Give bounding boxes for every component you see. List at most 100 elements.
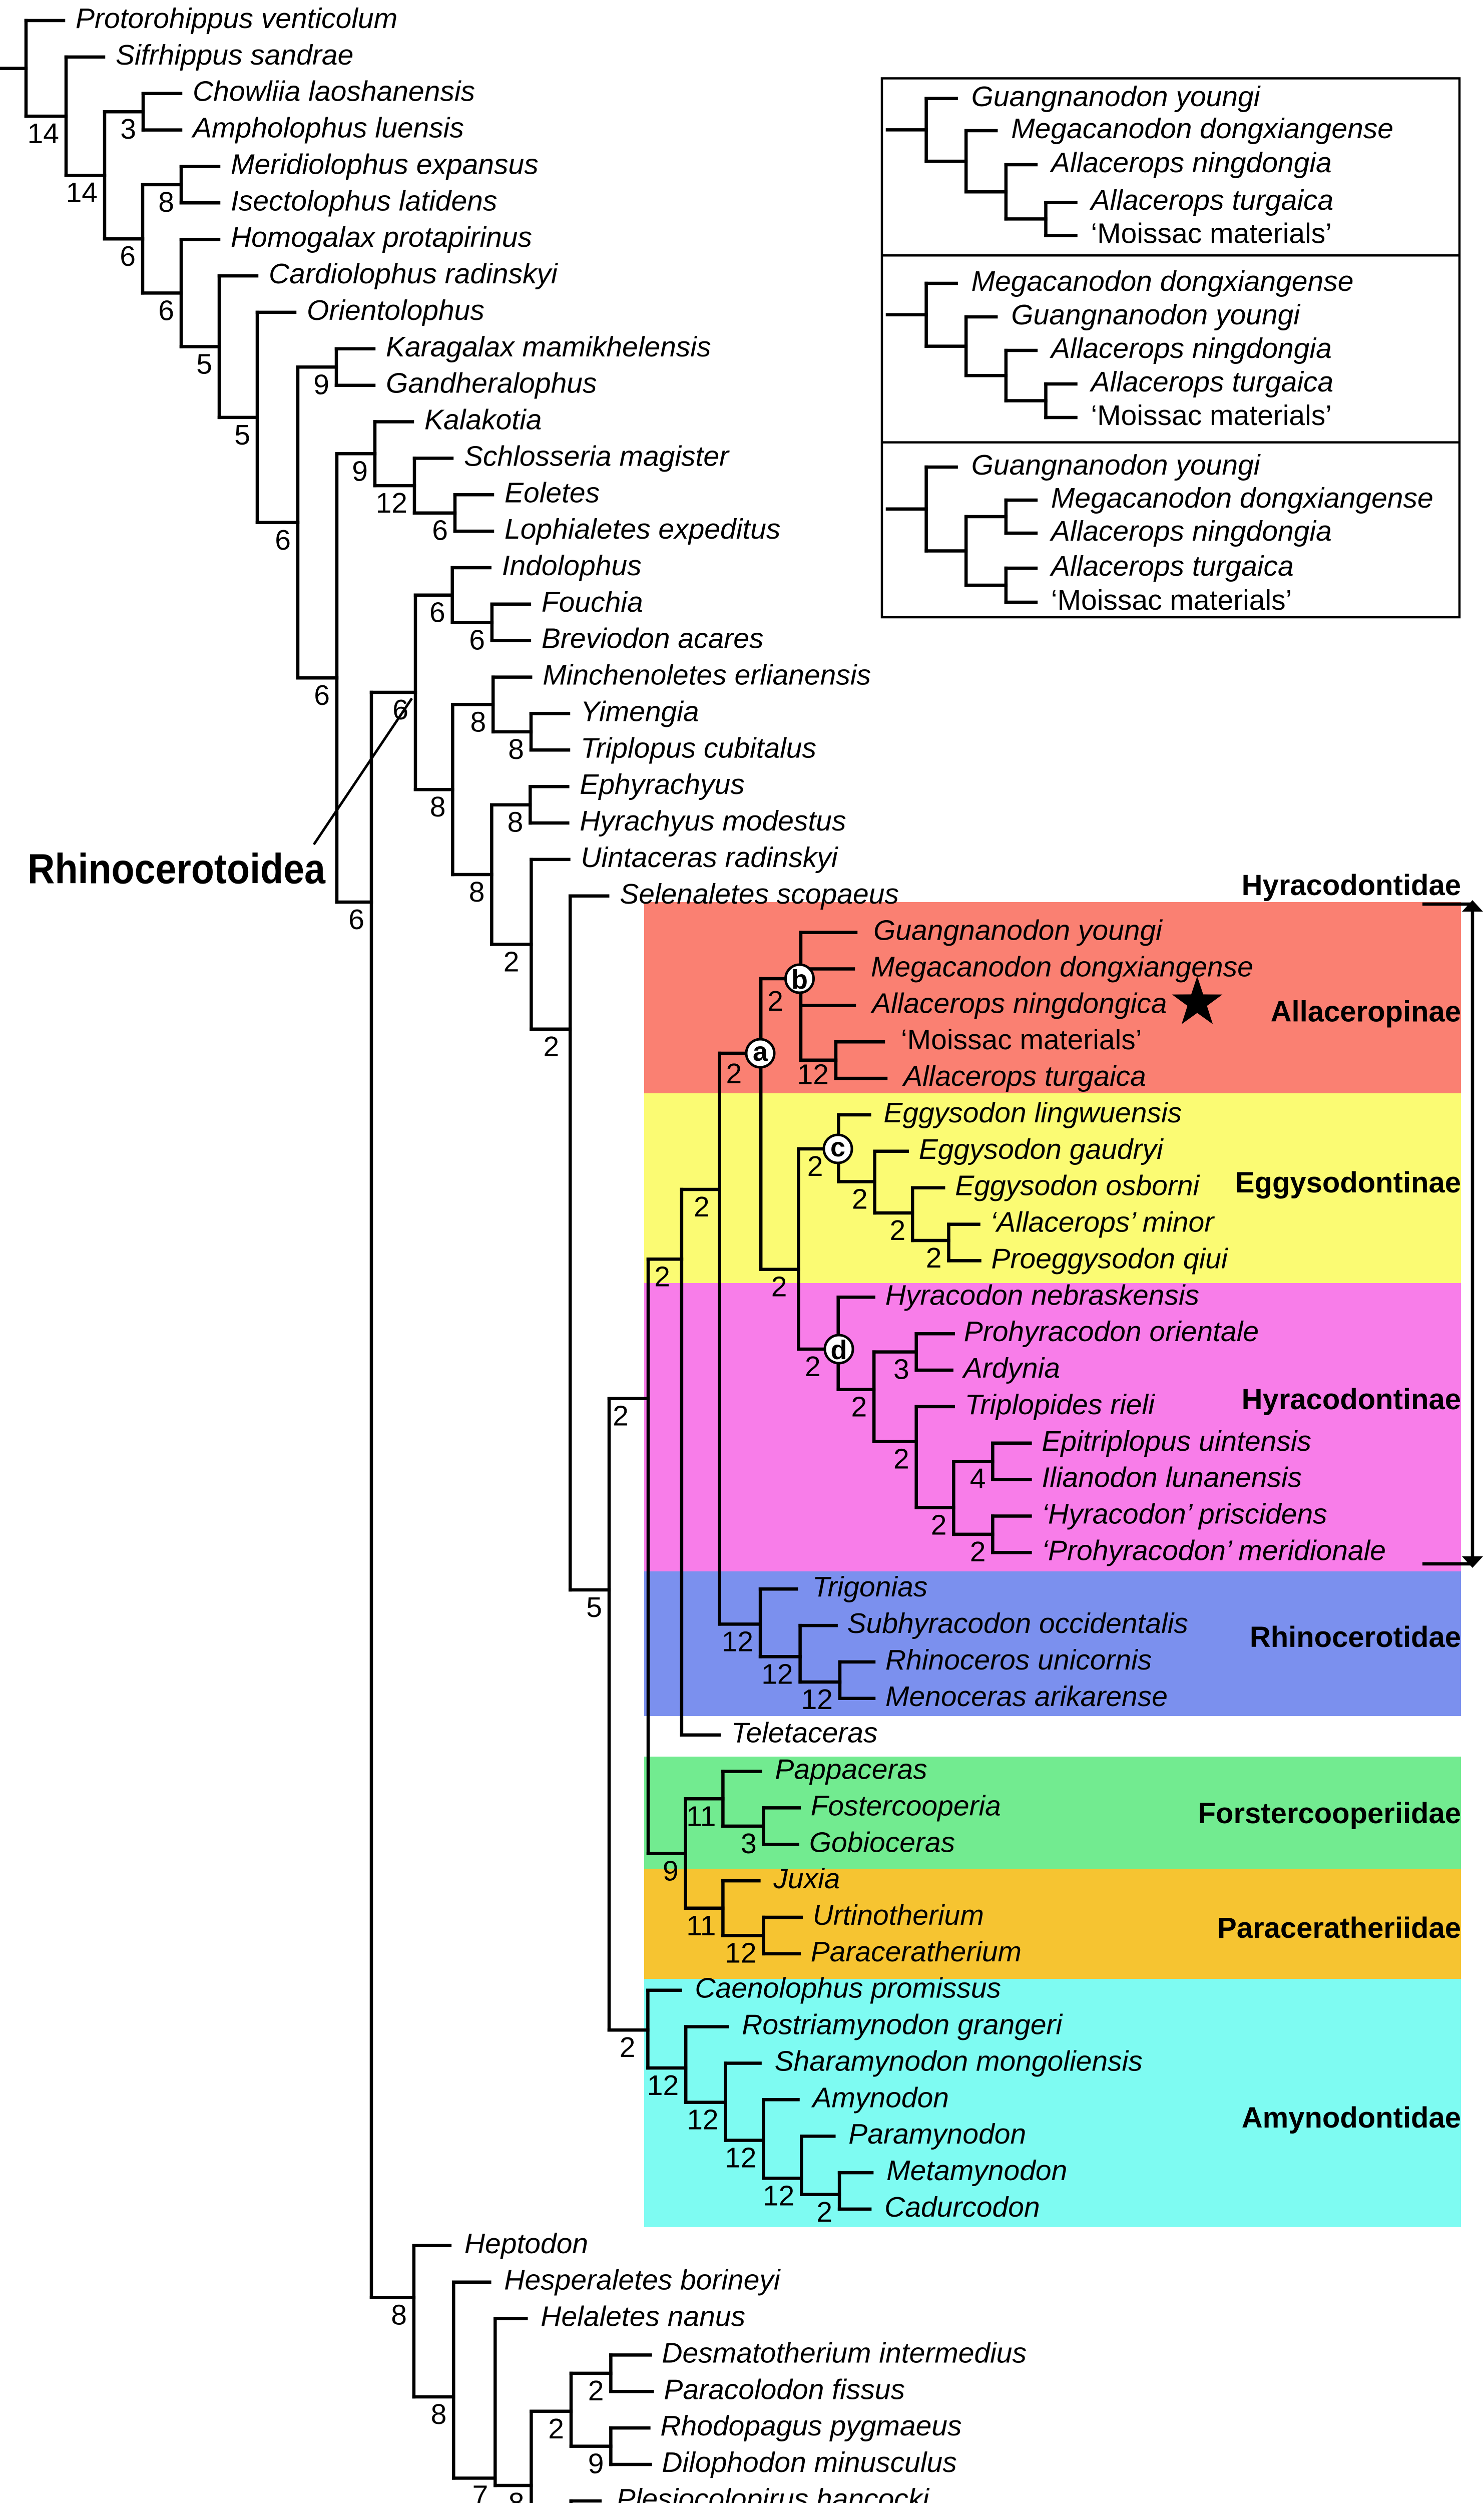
svg-text:Uintaceras radinskyi: Uintaceras radinskyi: [581, 842, 838, 874]
svg-text:Ephyrachyus: Ephyrachyus: [580, 768, 745, 800]
svg-text:11: 11: [686, 1800, 716, 1832]
svg-text:Megacanodon dongxiangense: Megacanodon dongxiangense: [1011, 113, 1393, 145]
svg-text:Fostercooperia: Fostercooperia: [811, 1790, 1001, 1822]
svg-text:12: 12: [725, 2142, 756, 2174]
svg-text:Forstercooperiidae: Forstercooperiidae: [1198, 1797, 1461, 1830]
svg-text:6: 6: [429, 597, 445, 629]
svg-text:Metamynodon: Metamynodon: [886, 2155, 1067, 2187]
svg-text:6: 6: [314, 679, 330, 711]
svg-text:5: 5: [234, 419, 250, 451]
svg-text:Selenaletes scopaeus: Selenaletes scopaeus: [620, 878, 899, 910]
svg-text:Juxia: Juxia: [773, 1863, 840, 1895]
svg-text:Ampholophus luensis: Ampholophus luensis: [191, 112, 464, 144]
svg-text:Paraceratherium: Paraceratherium: [811, 1936, 1022, 1968]
svg-text:‘Moissac materials’: ‘Moissac materials’: [1091, 399, 1332, 432]
svg-text:2: 2: [807, 1150, 823, 1182]
svg-text:2: 2: [694, 1191, 710, 1223]
svg-text:Triplopus cubitalus: Triplopus cubitalus: [581, 732, 816, 764]
svg-text:Gandheralophus: Gandheralophus: [386, 367, 597, 399]
svg-text:3: 3: [741, 1828, 757, 1860]
svg-text:9: 9: [352, 455, 368, 487]
svg-text:2: 2: [931, 1509, 947, 1541]
svg-text:Rhinocerotidae: Rhinocerotidae: [1250, 1621, 1461, 1653]
svg-text:a: a: [753, 1037, 768, 1067]
svg-text:Rhinoceros unicornis: Rhinoceros unicornis: [885, 1644, 1152, 1676]
svg-text:Subhyracodon occidentalis: Subhyracodon occidentalis: [847, 1607, 1188, 1639]
svg-text:Chowliia laoshanensis: Chowliia laoshanensis: [193, 76, 475, 108]
svg-text:2: 2: [889, 1214, 905, 1246]
svg-text:Rhodopagus pygmaeus: Rhodopagus pygmaeus: [660, 2410, 961, 2442]
svg-text:8: 8: [158, 186, 174, 218]
svg-text:b: b: [791, 965, 808, 995]
svg-text:2: 2: [970, 1536, 986, 1568]
svg-text:Caenolophus promissus: Caenolophus promissus: [695, 1972, 1001, 2004]
svg-text:Trigonias: Trigonias: [812, 1571, 927, 1603]
svg-text:Allacerops turgaica: Allacerops turgaica: [1090, 366, 1334, 398]
svg-text:Sifrhippus sandrae: Sifrhippus sandrae: [116, 39, 353, 71]
svg-text:Rhinocerotoidea: Rhinocerotoidea: [28, 846, 326, 893]
svg-text:3: 3: [120, 113, 136, 145]
svg-text:6: 6: [432, 515, 448, 547]
svg-text:12: 12: [647, 2069, 679, 2102]
svg-text:Megacanodon dongxiangense: Megacanodon dongxiangense: [971, 265, 1354, 297]
svg-text:6: 6: [348, 904, 364, 936]
svg-text:Eggysodon gaudryi: Eggysodon gaudryi: [919, 1133, 1164, 1165]
svg-text:5: 5: [586, 1591, 602, 1623]
svg-text:Cardiolophus radinskyi: Cardiolophus radinskyi: [269, 258, 558, 290]
svg-text:d: d: [831, 1335, 847, 1365]
svg-text:8: 8: [509, 2487, 525, 2503]
svg-text:Cadurcodon: Cadurcodon: [884, 2191, 1040, 2223]
svg-text:2: 2: [771, 1271, 787, 1303]
svg-text:‘Prohyracodon’ meridionale: ‘Prohyracodon’ meridionale: [1042, 1534, 1386, 1566]
svg-text:2: 2: [548, 2413, 564, 2445]
svg-text:Eggysodon osborni: Eggysodon osborni: [955, 1170, 1200, 1202]
svg-text:Isectolophus latidens: Isectolophus latidens: [231, 185, 497, 217]
svg-text:Prohyracodon orientale: Prohyracodon orientale: [964, 1316, 1259, 1348]
svg-text:12: 12: [722, 1625, 753, 1657]
svg-text:Allacerops ningdongica: Allacerops ningdongica: [870, 987, 1167, 1019]
svg-text:Guangnanodon youngi: Guangnanodon youngi: [971, 449, 1261, 481]
svg-text:Karagalax mamikhelensis: Karagalax mamikhelensis: [386, 331, 711, 363]
svg-text:Hyracodontidae: Hyracodontidae: [1242, 869, 1461, 902]
svg-text:8: 8: [508, 806, 524, 839]
svg-text:2: 2: [926, 1242, 942, 1274]
svg-text:Eoletes: Eoletes: [505, 477, 600, 509]
svg-text:Teletaceras: Teletaceras: [731, 1717, 878, 1749]
svg-text:Hyracodontinae: Hyracodontinae: [1242, 1383, 1461, 1416]
svg-text:11: 11: [686, 1910, 716, 1942]
svg-text:14: 14: [28, 118, 59, 150]
svg-text:9: 9: [313, 368, 329, 400]
svg-text:2: 2: [805, 1351, 821, 1383]
svg-text:Proeggysodon qiui: Proeggysodon qiui: [992, 1242, 1229, 1275]
svg-text:Breviodon acares: Breviodon acares: [542, 623, 764, 655]
svg-text:2: 2: [816, 2196, 832, 2228]
svg-text:Desmatotherium intermedius: Desmatotherium intermedius: [662, 2337, 1027, 2369]
svg-text:Allacerops ningdongia: Allacerops ningdongia: [1050, 515, 1332, 547]
svg-text:Guangnanodon youngi: Guangnanodon youngi: [873, 915, 1163, 947]
svg-text:Gobioceras: Gobioceras: [809, 1826, 955, 1858]
svg-text:Helaletes nanus: Helaletes nanus: [541, 2301, 745, 2333]
svg-text:12: 12: [761, 1658, 793, 1690]
svg-text:6: 6: [275, 524, 291, 556]
svg-text:2: 2: [654, 1261, 670, 1293]
svg-text:Ardynia: Ardynia: [962, 1352, 1060, 1384]
svg-text:8: 8: [391, 2299, 407, 2331]
svg-text:Eggysodon lingwuensis: Eggysodon lingwuensis: [883, 1097, 1182, 1129]
svg-text:Minchenoletes erlianensis: Minchenoletes erlianensis: [543, 659, 871, 691]
svg-text:Homogalax protapirinus: Homogalax protapirinus: [231, 221, 532, 253]
svg-text:14: 14: [66, 177, 98, 209]
svg-text:8: 8: [470, 706, 486, 738]
svg-text:Fouchia: Fouchia: [542, 586, 643, 618]
svg-text:Menoceras arikarense: Menoceras arikarense: [885, 1681, 1168, 1713]
svg-text:Allacerops turgaica: Allacerops turgaica: [1090, 184, 1334, 216]
svg-text:‘Moissac materials’: ‘Moissac materials’: [901, 1024, 1142, 1056]
svg-text:‘Hyracodon’ priscidens: ‘Hyracodon’ priscidens: [1042, 1498, 1327, 1530]
svg-text:6: 6: [120, 240, 136, 272]
svg-text:Allacerops turgaica: Allacerops turgaica: [1050, 550, 1294, 582]
svg-text:Lophialetes expeditus: Lophialetes expeditus: [505, 513, 780, 545]
svg-text:Kalakotia: Kalakotia: [424, 404, 542, 436]
svg-text:2: 2: [726, 1058, 742, 1090]
svg-text:Allaceropinae: Allaceropinae: [1271, 996, 1461, 1028]
svg-text:Dilophodon minusculus: Dilophodon minusculus: [662, 2446, 956, 2478]
svg-text:Triplopides rieli: Triplopides rieli: [965, 1389, 1155, 1421]
